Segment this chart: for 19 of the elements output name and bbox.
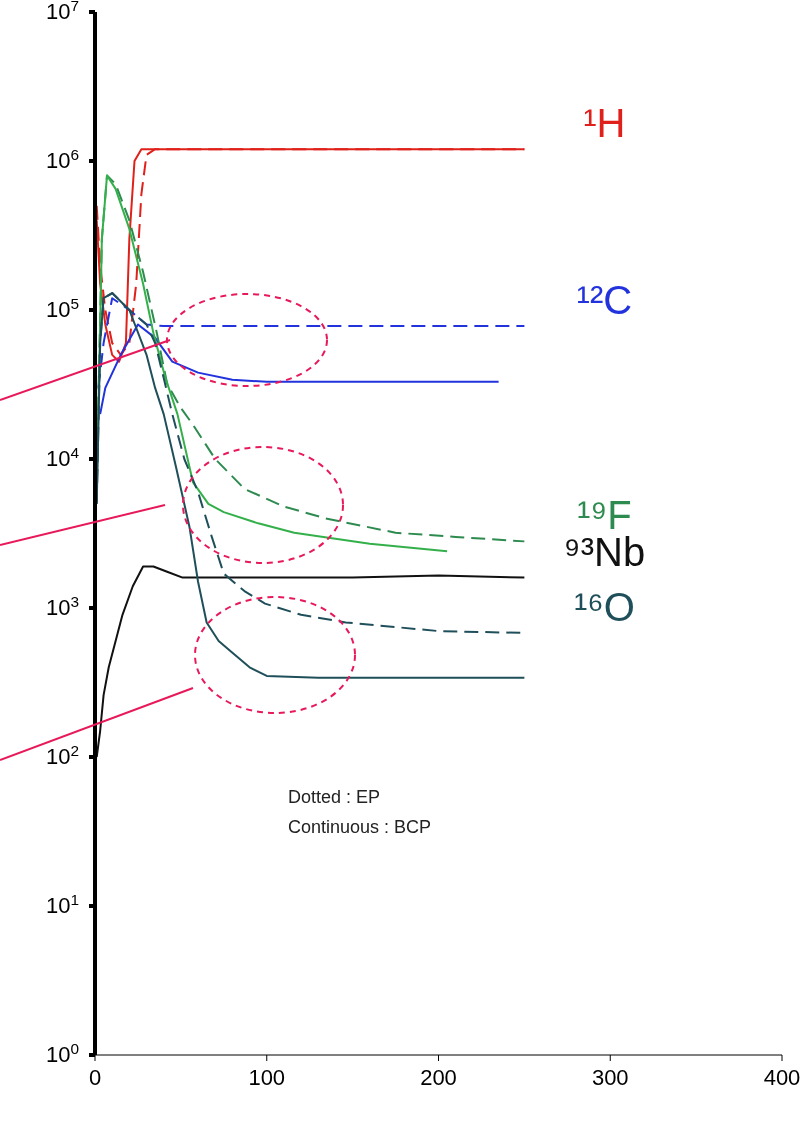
- annotation: Dotted : EP: [288, 786, 382, 809]
- series-label: ¹²C: [576, 278, 633, 323]
- x-tick-label: 0: [88, 1065, 102, 1090]
- x-tick-label: 300: [591, 1065, 629, 1090]
- y-tick-label: 10$^{4}$: [45, 443, 80, 471]
- x-tick-label: 200: [420, 1065, 457, 1090]
- x-tick-label: 400: [763, 1065, 801, 1090]
- series-label: ¹H: [583, 101, 626, 146]
- y-tick-label: 10$^{7}$: [45, 0, 79, 24]
- y-tick-label: 10$^{2}$: [45, 741, 79, 769]
- y-tick-label: 10$^{1}$: [45, 890, 79, 918]
- annotation: Continuous : BCP: [288, 816, 432, 839]
- series-label: ¹⁶O: [573, 584, 635, 629]
- y-tick-label: 10$^{3}$: [45, 592, 79, 620]
- series-label: ⁹³Nb: [563, 529, 646, 574]
- y-tick-label: 10$^{0}$: [45, 1039, 79, 1067]
- y-tick-label: 10$^{5}$: [45, 294, 79, 322]
- y-tick-label: 10$^{6}$: [45, 145, 79, 173]
- x-tick-label: 100: [248, 1065, 286, 1090]
